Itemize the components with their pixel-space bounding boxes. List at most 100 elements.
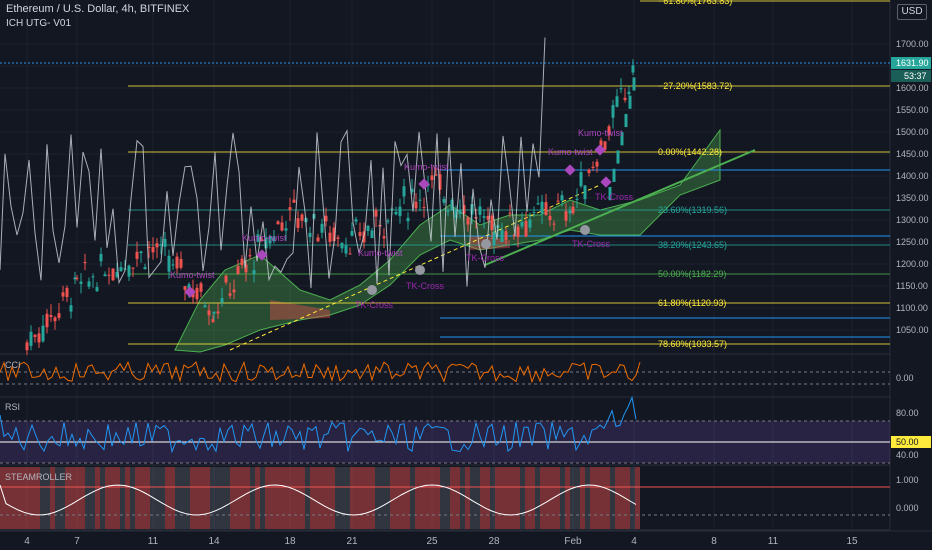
candle-body (61, 292, 65, 297)
time-tick-label: 25 (426, 536, 438, 547)
steamroller-bar (160, 467, 165, 529)
candle-body (340, 242, 344, 249)
steamroller-bar (270, 467, 275, 529)
price-tick-label: 1500.00 (896, 127, 929, 137)
steamroller-tick-label: 1.000 (896, 475, 919, 485)
candle-body (111, 268, 115, 281)
steamroller-bar (385, 467, 390, 529)
candle-body (560, 195, 564, 201)
trend-line-dashed (229, 184, 601, 351)
candle-body (224, 275, 228, 283)
currency-button[interactable]: USD (897, 4, 927, 20)
steamroller-bar (500, 467, 505, 529)
cci-tick-label: 0.00 (896, 373, 914, 383)
candle-body (296, 218, 300, 228)
time-tick-label: 18 (284, 536, 296, 547)
steamroller-bar (335, 467, 340, 529)
steamroller-bar (540, 467, 545, 529)
kumo-twist-marker (418, 178, 430, 190)
candle-body (127, 265, 131, 277)
candle-body (151, 247, 155, 253)
candle-body (366, 225, 370, 231)
steamroller-bar (410, 467, 415, 529)
fib-label: 78.60%(1033.57) (658, 339, 727, 349)
candle-body (398, 206, 402, 217)
time-tick-label: Feb (564, 536, 582, 547)
steamroller-bar (130, 467, 135, 529)
tk-cross-marker (580, 225, 590, 235)
steamroller-label: STEAMROLLER (5, 472, 73, 482)
ichimoku-cloud (174, 128, 721, 353)
rsi-line (0, 395, 637, 454)
kumo-twist-marker (256, 249, 268, 261)
steamroller-bar (290, 467, 295, 529)
steamroller-bar (180, 467, 185, 529)
steamroller-tick-label: 0.000 (896, 503, 919, 513)
candle-body (336, 237, 340, 239)
candle-body (616, 150, 620, 164)
fib-label: −61.80%(1763.83) (658, 0, 732, 6)
steamroller-bar (30, 467, 35, 529)
candle-body (220, 298, 224, 303)
candle-body (382, 236, 386, 239)
candle-body (316, 237, 320, 242)
candle-body (564, 211, 568, 221)
steamroller-bar (265, 467, 270, 529)
steamroller-bar (565, 467, 570, 529)
candle-body (524, 220, 528, 237)
kumo-twist-marker (564, 164, 576, 176)
candle-body (504, 231, 508, 240)
price-tick-label: 1400.00 (896, 171, 929, 181)
candle-body (402, 186, 406, 197)
lagging-span (0, 37, 546, 289)
steamroller-bar (275, 467, 280, 529)
countdown-label: 53:37 (904, 71, 927, 81)
steamroller-bar (120, 467, 125, 529)
price-tick-label: 1300.00 (896, 215, 929, 225)
candle-body (548, 215, 552, 221)
steamroller-bar (45, 467, 50, 529)
candle-body (579, 172, 583, 187)
annotation-label: TK-Cross (595, 192, 633, 202)
candle-body (292, 199, 296, 203)
steamroller-bar (400, 467, 405, 529)
fib-label: 61.80%(1120.93) (658, 298, 726, 308)
steamroller-bar (55, 467, 60, 529)
steamroller-bar (155, 467, 160, 529)
steamroller-bar (605, 467, 610, 529)
candle-body (29, 331, 33, 346)
candle-body (183, 286, 187, 290)
steamroller-bar (445, 467, 450, 529)
steamroller-bar (230, 467, 235, 529)
steamroller-bar (475, 467, 480, 529)
candle-body (99, 253, 103, 262)
candle-body (131, 267, 135, 269)
rsi-tick-label: 50.00 (896, 437, 919, 447)
steamroller-bar (305, 467, 310, 529)
candle-body (486, 215, 490, 220)
steamroller-bar (10, 467, 15, 529)
candle-body (252, 270, 256, 275)
candle-body (571, 206, 575, 214)
candle-body (458, 209, 462, 214)
rsi-badge (891, 436, 931, 448)
candle-body (75, 277, 79, 279)
candle-body (490, 215, 494, 231)
candle-body (175, 256, 179, 269)
steamroller-bar (490, 467, 495, 529)
candle-body (37, 333, 41, 343)
steamroller-bar (350, 467, 355, 529)
candle-body (41, 325, 45, 342)
candle-body (45, 313, 49, 328)
candle-body (167, 255, 171, 272)
candle-body (248, 255, 252, 257)
candle-body (595, 161, 599, 167)
steamroller-bar (210, 467, 215, 529)
steamroller-bar (580, 467, 585, 529)
steamroller-bar (35, 467, 40, 529)
steamroller-bar (530, 467, 535, 529)
candle-body (619, 88, 623, 90)
candle-body (386, 220, 390, 222)
candle-body (91, 276, 95, 278)
fib-label: 50.00%(1182.29) (658, 269, 726, 279)
